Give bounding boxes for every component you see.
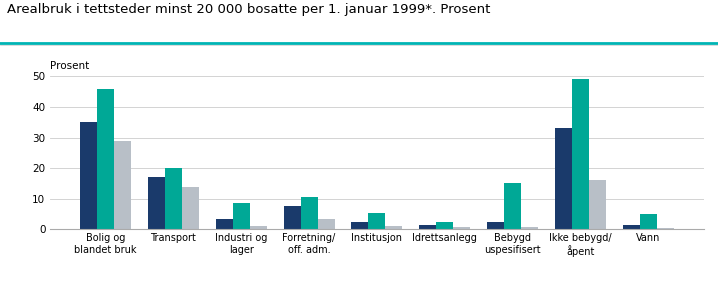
Bar <box>437 222 453 229</box>
Bar <box>521 227 538 229</box>
Bar <box>640 214 657 229</box>
Bar <box>165 168 182 229</box>
Bar <box>623 225 640 229</box>
Bar <box>80 122 97 229</box>
Bar <box>182 186 199 229</box>
Bar <box>352 222 368 229</box>
Bar <box>250 226 266 229</box>
Bar <box>368 213 386 229</box>
Bar <box>386 226 402 229</box>
Bar <box>317 219 335 229</box>
Bar <box>215 219 233 229</box>
Bar <box>488 222 504 229</box>
Bar <box>284 206 301 229</box>
Bar <box>114 141 131 229</box>
Bar <box>504 183 521 229</box>
Text: Prosent: Prosent <box>50 61 90 71</box>
Text: Arealbruk i tettsteder minst 20 000 bosatte per 1. januar 1999*. Prosent: Arealbruk i tettsteder minst 20 000 bosa… <box>7 3 490 16</box>
Bar <box>572 79 589 229</box>
Bar <box>555 128 572 229</box>
Bar <box>233 203 250 229</box>
Bar <box>453 227 470 229</box>
Bar <box>419 225 437 229</box>
Bar <box>148 177 165 229</box>
Bar <box>657 228 674 229</box>
Bar <box>589 181 606 229</box>
Bar <box>301 197 317 229</box>
Bar <box>97 89 114 229</box>
